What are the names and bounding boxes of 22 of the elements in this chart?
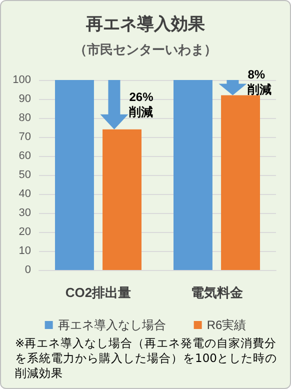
y-tick-label: 80 <box>18 112 31 124</box>
y-tick-label: 20 <box>18 226 31 238</box>
bar <box>55 80 94 270</box>
y-tick-label: 50 <box>18 169 31 181</box>
legend-label: 再エネ導入なし場合 <box>58 318 166 332</box>
y-tick-label: 70 <box>18 131 31 143</box>
y-tick-label: 60 <box>18 150 31 162</box>
y-tick-label: 100 <box>12 74 31 86</box>
annotation: 8% 削減 <box>246 67 272 96</box>
text: ※再エネ導入なし場合（再エネ発電の自家消費分を系統電力から購入した場合）を100とした時の削減効果 <box>15 336 278 381</box>
chart-subtitle: （市民センターいわま） <box>74 42 217 58</box>
y-tick-label: 90 <box>18 93 31 105</box>
x-tick-label: 電気料金 <box>190 285 244 300</box>
y-tick-label: 10 <box>18 245 31 257</box>
x-tick-label: CO2排出量 <box>65 285 132 300</box>
y-tick-label: 30 <box>18 207 31 219</box>
chart-title: 再エネ導入効果 <box>85 14 206 34</box>
y-tick-label: 40 <box>18 188 31 200</box>
y-tick-label: 0 <box>24 264 31 276</box>
annotation: 26% 削減 <box>128 90 154 120</box>
bar <box>174 80 212 270</box>
legend-label: R6実績 <box>206 318 246 332</box>
